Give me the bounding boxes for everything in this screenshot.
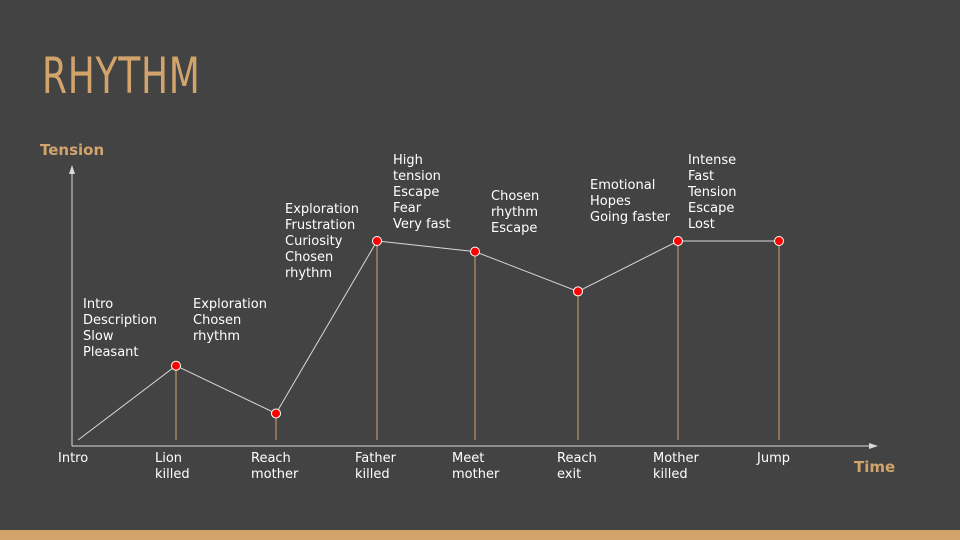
annotation-text: Emotional Hopes Going faster [590, 178, 671, 225]
y-axis-title: Tension [40, 141, 104, 159]
x-tick-label: Father killed [355, 451, 397, 482]
x-tick-label-line: Jump [756, 451, 790, 466]
annotation-line: Emotional [590, 178, 655, 193]
data-point [271, 408, 281, 419]
x-tick-label: Mother killed [653, 451, 700, 482]
x-tick-label-line: Intro [58, 451, 88, 466]
x-tick-label: Reach mother [251, 451, 299, 482]
x-tick-label-line: mother [251, 467, 299, 482]
x-axis-title: Time [854, 458, 895, 476]
annotation-line: Hopes [590, 194, 631, 209]
y-axis-arrow [69, 165, 75, 174]
x-tick-label-line: Mother [653, 451, 700, 466]
annotation-text: Intro Description Slow Pleasant [83, 297, 157, 360]
chart-series [77, 240, 779, 441]
slide-title: RHYTHM [42, 47, 201, 105]
annotation-line: Chosen [491, 189, 539, 204]
x-tick-label: Meet mother [452, 451, 500, 482]
chart-axes [69, 165, 878, 449]
annotation-line: Description [83, 313, 157, 328]
annotation-line: Intense [688, 153, 736, 168]
annotation-line: Chosen [193, 313, 241, 328]
annotation-line: Tension [687, 185, 737, 200]
annotation-text: Chosen rhythm Escape [491, 189, 539, 236]
annotation-text: Exploration Chosen rhythm [193, 297, 267, 344]
x-tick-label: Intro [58, 451, 88, 466]
chart-stems [175, 241, 780, 440]
annotation-text: High tension Escape Fear Very fast [393, 153, 450, 232]
annotation-line: Intro [83, 297, 113, 312]
x-tick-label-line: killed [355, 467, 390, 482]
chart-markers [171, 236, 784, 419]
annotation-text: Intense Fast Tension Escape Lost [687, 153, 737, 232]
annotation-line: rhythm [491, 205, 538, 220]
annotation-line: Exploration [285, 202, 359, 217]
data-point [573, 286, 583, 297]
data-point [171, 360, 181, 371]
annotation-line: rhythm [193, 329, 240, 344]
annotation-line: Exploration [193, 297, 267, 312]
x-tick-label-line: Reach [251, 451, 291, 466]
annotation-line: Chosen [285, 250, 333, 265]
annotation-text: Exploration Frustration Curiosity Chosen rhy… [285, 202, 359, 281]
tension-line [77, 240, 779, 441]
annotation-line: Going faster [590, 210, 671, 225]
data-point [372, 236, 382, 246]
x-tick-label-line: Reach [557, 451, 597, 466]
data-point [774, 236, 784, 246]
annotation-line: Fast [688, 169, 714, 184]
annotation-line: Lost [688, 217, 715, 232]
x-tick-label-line: exit [557, 467, 581, 482]
annotation-line: Slow [83, 329, 114, 344]
x-tick-label-line: killed [653, 467, 688, 482]
x-tick-label-line: Lion [155, 451, 182, 466]
annotation-line: Escape [393, 185, 439, 200]
x-tick-label: Jump [756, 451, 790, 466]
annotation-line: Fear [393, 201, 422, 216]
bottom-accent-bar [0, 530, 960, 540]
annotation-line: Curiosity [285, 234, 343, 249]
annotation-line: Pleasant [83, 345, 139, 360]
x-tick-label-line: Meet [452, 451, 484, 466]
data-point [470, 246, 480, 257]
annotation-line: Very fast [393, 217, 450, 232]
data-point [673, 236, 683, 246]
x-tick-label-line: mother [452, 467, 500, 482]
x-tick-label: Reach exit [557, 451, 597, 482]
x-axis-arrow [869, 443, 878, 449]
annotation-line: rhythm [285, 266, 332, 281]
x-tick-label-line: killed [155, 467, 190, 482]
annotation-line: High [393, 153, 423, 168]
annotation-line: Escape [491, 221, 537, 236]
annotation-line: Frustration [285, 218, 355, 233]
x-tick-label: Lion killed [155, 451, 190, 482]
annotation-line: Escape [688, 201, 734, 216]
x-tick-label-line: Father [355, 451, 397, 466]
annotation-line: tension [393, 169, 441, 184]
